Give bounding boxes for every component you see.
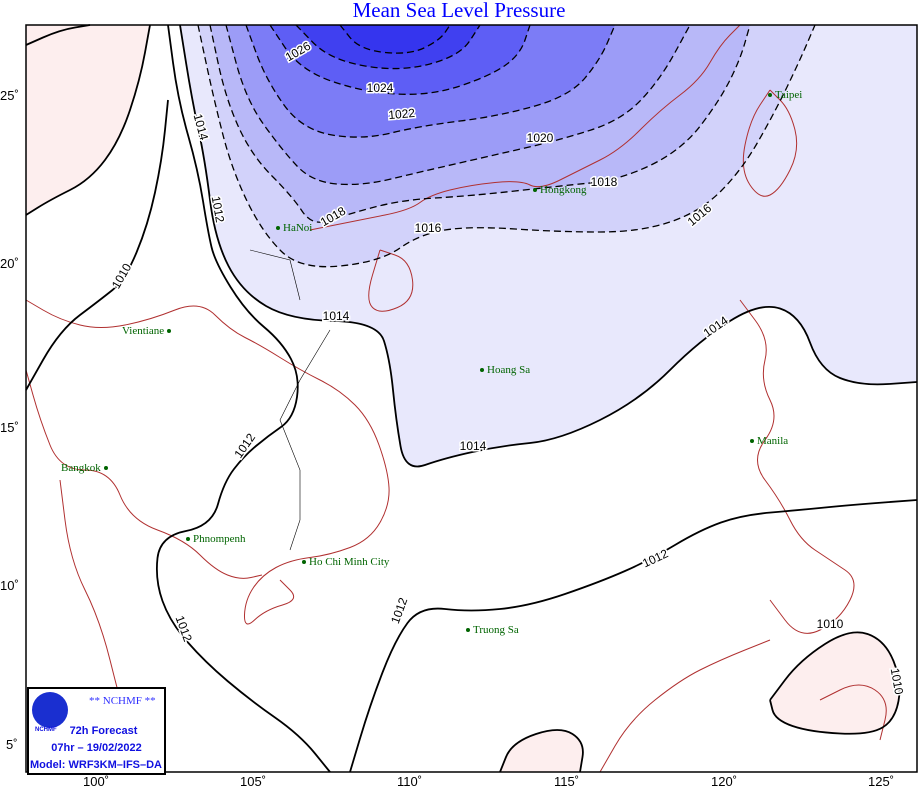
contour-dashed — [197, 24, 816, 268]
coastline — [739, 299, 855, 634]
contour-label: 1016 — [415, 221, 442, 235]
org-label: ** NCHMF ** — [89, 695, 156, 707]
logo-text: NCHMF — [35, 727, 57, 733]
contour-solid — [25, 24, 151, 216]
contour-label: 1014 — [323, 309, 350, 323]
coastline — [819, 684, 887, 741]
city-phnompenh: Phnompenh — [186, 533, 246, 545]
model-label: Model: WRF3KM–IFS–DA — [30, 759, 162, 771]
coastline — [368, 249, 414, 312]
lon-tick: 105˚ — [240, 774, 267, 789]
fill-low-topleft — [26, 25, 150, 215]
contour-dashed — [269, 24, 531, 95]
contour-label: 1018 — [591, 175, 618, 189]
forecast-time: 07hr – 19/02/2022 — [51, 742, 142, 754]
lat-tick: 10˚ — [0, 578, 19, 593]
contour-dashed — [225, 24, 691, 186]
contour-dashed — [209, 24, 751, 223]
forecast-label: 72h Forecast — [69, 725, 138, 737]
contour-solid — [769, 631, 901, 735]
coastline — [599, 639, 771, 773]
city-hongkong: Hongkong — [533, 184, 586, 196]
map-frame — [25, 24, 918, 773]
city-hanoi: HaNoi — [276, 222, 312, 234]
lat-tick: 15˚ — [0, 420, 19, 435]
city-hoang-sa: Hoang Sa — [480, 364, 530, 376]
contour-solid — [25, 24, 91, 46]
lat-tick: 25˚ — [0, 88, 19, 103]
contour-dashed — [245, 24, 616, 138]
province-borders — [249, 249, 331, 551]
contour-dashed — [339, 24, 451, 54]
city-taipei: Taipei — [768, 89, 802, 101]
coastline — [742, 89, 798, 197]
contour-solid — [349, 499, 918, 773]
contour-label: 1010 — [817, 617, 844, 631]
city-manila: Manila — [750, 435, 788, 447]
contour-label: 1022 — [388, 106, 416, 122]
fill-1028 — [340, 25, 917, 54]
fill-low-bottomcenter — [500, 730, 583, 772]
contour-label: 1024 — [367, 81, 394, 95]
coastline — [309, 24, 741, 231]
fill-1026 — [296, 25, 917, 69]
contour-solid — [179, 24, 918, 468]
contour-solid — [155, 24, 331, 773]
contour-label: 1012 — [209, 195, 227, 224]
nchmf-logo — [32, 692, 68, 728]
lat-tick: 5˚ — [6, 737, 18, 752]
city-hcmc: Ho Chi Minh City — [302, 556, 389, 568]
contour-label: 1012 — [231, 430, 258, 460]
contour-label: 1010 — [888, 667, 906, 696]
coastline — [25, 299, 390, 625]
lon-tick: 120˚ — [711, 774, 738, 789]
lon-tick: 100˚ — [83, 774, 110, 789]
map-title: Mean Sea Level Pressure — [352, 0, 566, 22]
forecast-legend: NCHMF ** NCHMF ** 72h Forecast 07hr – 19… — [27, 687, 166, 775]
contour-solid — [25, 99, 169, 391]
city-truong-sa: Truong Sa — [466, 624, 519, 636]
contour-label: 1014 — [460, 439, 487, 453]
lon-tick: 115˚ — [554, 774, 580, 789]
contour-label: 1012 — [388, 595, 410, 625]
fill-low-bottomright — [770, 632, 900, 734]
city-vientiane: Vientiane — [122, 325, 174, 337]
contour-solid — [499, 729, 584, 773]
lon-tick: 110˚ — [397, 774, 423, 789]
contour-label: 1012 — [173, 614, 195, 644]
contour-dashed — [295, 24, 481, 70]
contour-label: 1020 — [527, 131, 554, 145]
coastline — [25, 369, 263, 579]
city-bangkok: Bangkok — [61, 462, 111, 474]
lat-tick: 20˚ — [0, 256, 19, 271]
lon-tick: 125˚ — [868, 774, 895, 789]
